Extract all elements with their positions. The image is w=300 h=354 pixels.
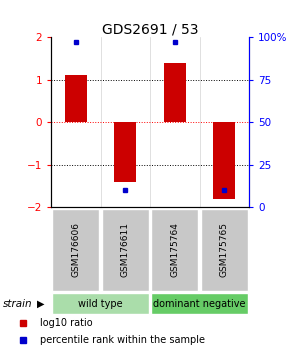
- Bar: [164, 63, 186, 122]
- Text: GSM176606: GSM176606: [71, 222, 80, 277]
- Bar: [114, 122, 136, 182]
- Bar: [152, 293, 248, 314]
- Bar: [152, 209, 198, 291]
- Bar: [201, 209, 247, 291]
- Text: strain: strain: [3, 298, 33, 309]
- Text: GSM175764: GSM175764: [170, 222, 179, 277]
- Text: GSM176611: GSM176611: [121, 222, 130, 277]
- Text: percentile rank within the sample: percentile rank within the sample: [40, 335, 205, 345]
- Bar: [52, 209, 99, 291]
- Text: wild type: wild type: [78, 298, 123, 309]
- Text: log10 ratio: log10 ratio: [40, 318, 92, 328]
- Text: dominant negative: dominant negative: [153, 298, 246, 309]
- Bar: [52, 293, 148, 314]
- Title: GDS2691 / 53: GDS2691 / 53: [102, 22, 198, 36]
- Text: GSM175765: GSM175765: [220, 222, 229, 277]
- Bar: [64, 75, 87, 122]
- Bar: [213, 122, 236, 199]
- Text: ▶: ▶: [37, 298, 44, 309]
- Bar: [102, 209, 148, 291]
